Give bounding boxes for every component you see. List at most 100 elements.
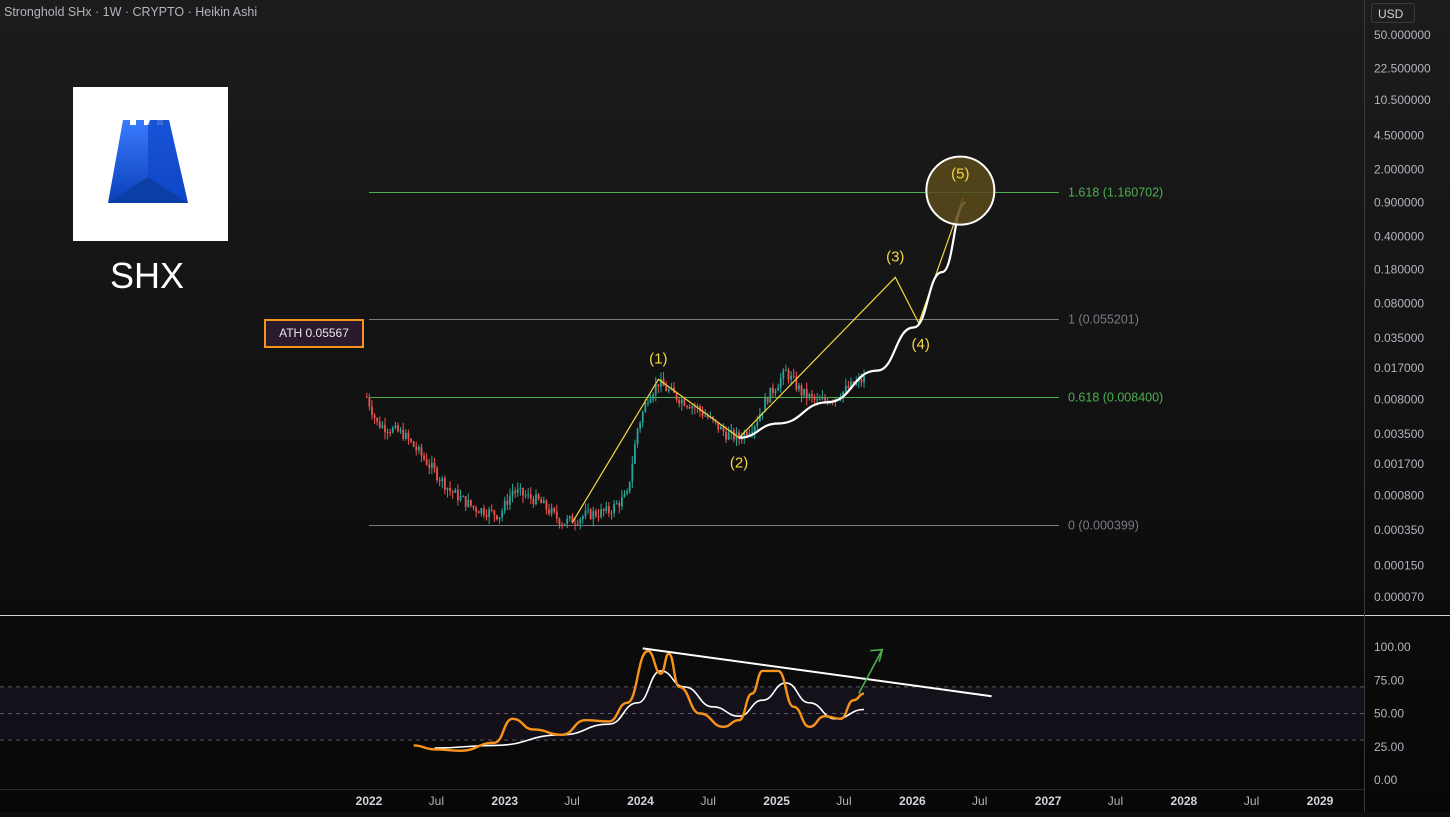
wave-label: (2): [730, 455, 748, 472]
candle-body: [391, 427, 394, 433]
candle-body: [636, 428, 639, 444]
candle-body: [779, 378, 782, 388]
time-tick-label: 2022: [356, 794, 383, 808]
candle-body: [540, 499, 543, 504]
candle-body: [852, 381, 855, 385]
candle-body: [498, 517, 501, 520]
candle-body: [587, 509, 589, 511]
candle-body: [417, 447, 420, 451]
candle-body: [621, 497, 623, 507]
candle-body: [795, 376, 798, 390]
candle-body: [470, 499, 472, 506]
candle-body: [811, 394, 813, 397]
price-tick-label: 0.035000: [1374, 331, 1424, 345]
price-tick-label: 0.017000: [1374, 361, 1424, 375]
candle-body: [607, 506, 610, 514]
candle-body: [490, 509, 493, 511]
candle-body: [751, 431, 753, 433]
candle-body: [464, 496, 467, 507]
candle-body: [657, 384, 660, 387]
candle-body: [522, 488, 524, 496]
price-tick-label: 2.000000: [1374, 162, 1424, 176]
rsi-trendline: [642, 647, 992, 698]
candle-body: [475, 507, 478, 512]
candle-body: [446, 488, 449, 490]
candle-body: [480, 508, 483, 514]
candle-body: [467, 499, 470, 507]
candle-body: [545, 500, 548, 510]
candle-body: [798, 385, 800, 390]
candle-body: [774, 390, 777, 393]
logo: [73, 87, 228, 241]
candle-body: [639, 422, 642, 429]
time-tick-label: 2027: [1035, 794, 1062, 808]
candle-body: [654, 384, 657, 395]
candle-body: [428, 464, 431, 468]
candle-body: [722, 426, 725, 432]
time-tick-label: Jul: [701, 794, 716, 808]
candle-body: [574, 523, 576, 525]
price-tick-label: 0.008000: [1374, 393, 1424, 407]
candle-body: [800, 385, 803, 396]
candle-body: [660, 378, 662, 387]
candle-body: [644, 403, 647, 412]
candle-body: [808, 394, 811, 398]
candle-body: [514, 491, 517, 493]
parabolic-curve: [739, 201, 967, 439]
candle-body: [623, 493, 626, 498]
candle-body: [665, 385, 668, 391]
candle-body: [725, 431, 727, 440]
candle-body: [550, 508, 553, 514]
candle-body: [415, 446, 418, 451]
fib-level-label: 1 (0.055201): [1068, 313, 1139, 327]
candle-body: [727, 432, 730, 440]
candle-body: [456, 489, 459, 501]
price-tick-label: 0.000150: [1374, 558, 1424, 572]
candle-body: [399, 429, 402, 432]
candle-body: [790, 375, 793, 380]
price-tick-label: 0.180000: [1374, 263, 1424, 277]
candle-body: [699, 406, 701, 411]
candle-body: [844, 385, 847, 392]
candle-body: [438, 480, 441, 482]
candle-body: [766, 398, 769, 403]
candle-body: [803, 388, 806, 396]
candle-body: [459, 496, 462, 501]
candle-body: [589, 509, 592, 520]
candle-body: [519, 488, 522, 490]
candle-body: [824, 397, 826, 401]
candle-body: [423, 455, 425, 460]
candle-body: [365, 397, 368, 399]
candle-body: [436, 468, 438, 481]
candle-body: [516, 489, 519, 493]
price-tick-label: 0.001700: [1374, 457, 1424, 471]
candle-body: [732, 430, 735, 440]
candle-body: [558, 518, 561, 525]
ath-label: ATH 0.05567: [264, 319, 364, 348]
candle-body: [850, 381, 852, 388]
currency-selector[interactable]: USD: [1371, 3, 1415, 23]
candle-body: [628, 481, 631, 492]
candle-body: [634, 443, 636, 464]
ticker-symbol: SHX: [110, 255, 185, 296]
candle-body: [631, 463, 634, 482]
candle-body: [548, 509, 550, 514]
candle-body: [693, 406, 696, 408]
price-tick-label: 0.400000: [1374, 229, 1424, 243]
candle-body: [527, 494, 530, 496]
candle-body: [787, 370, 790, 380]
candle-body: [602, 509, 605, 512]
candle-body: [675, 392, 678, 400]
breakout-arrow-head: [870, 648, 884, 662]
candle-body: [581, 516, 584, 520]
candle-body: [782, 370, 785, 379]
candle-body: [553, 508, 556, 512]
rsi-tick-label: 50.00: [1374, 707, 1404, 721]
candle-body: [667, 389, 670, 391]
candle-body: [821, 397, 824, 400]
candle-body: [610, 513, 613, 515]
candle-body: [381, 424, 384, 428]
candle-body: [818, 399, 821, 401]
